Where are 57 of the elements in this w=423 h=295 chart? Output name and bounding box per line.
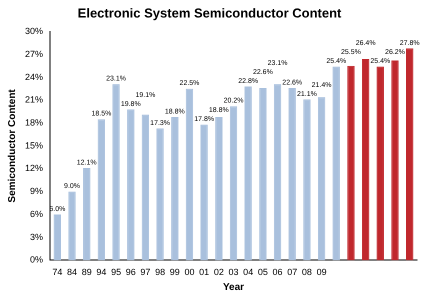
y-axis-title: Semiconductor Content (6, 88, 18, 203)
bar (54, 214, 62, 260)
x-tick-label: 00 (184, 267, 194, 278)
x-axis-title: Year (222, 282, 244, 293)
bar (215, 116, 222, 260)
bar (244, 86, 252, 260)
bar (186, 88, 194, 260)
x-tick-label: 09 (316, 267, 327, 278)
y-tick-label: 27% (25, 48, 44, 59)
x-tick-label: 94 (96, 267, 106, 278)
chart-title: Electronic System Semiconductor Content (78, 5, 342, 20)
y-tick-label: 9% (30, 186, 44, 196)
x-tick-label: 06 (272, 267, 283, 278)
bar (288, 88, 296, 260)
bar (200, 124, 208, 260)
x-tick-label: 96 (126, 267, 136, 278)
x-tick-label: 03 (228, 267, 239, 278)
x-tick-label: 74 (52, 267, 62, 278)
x-tick-label: 07 (287, 267, 298, 278)
y-tick-label: 30% (25, 26, 44, 36)
bar (362, 59, 370, 260)
x-tick-label: 98 (155, 267, 166, 278)
x-tick-label: 99 (170, 267, 180, 278)
bar (112, 84, 120, 260)
bar (406, 48, 414, 260)
x-tick-label: 08 (302, 267, 312, 278)
bar (318, 97, 326, 260)
x-tick-label: 89 (82, 267, 92, 278)
bar (391, 60, 399, 260)
y-tick-label: 12% (25, 163, 44, 174)
bar (332, 66, 340, 260)
bar (230, 106, 238, 260)
x-tick-label: 95 (111, 267, 122, 278)
bar (142, 114, 150, 260)
bar (171, 116, 178, 260)
y-tick-label: 24% (25, 72, 44, 82)
bar (259, 88, 267, 260)
bar (347, 66, 355, 260)
bar (68, 192, 76, 260)
x-tick-label: 05 (258, 267, 268, 278)
x-tick-label: 02 (214, 267, 224, 278)
y-tick-label: 21% (25, 94, 44, 105)
y-tick-label: 0% (30, 254, 44, 265)
y-tick-label: 15% (25, 140, 44, 150)
bar (83, 168, 90, 260)
x-tick-label: 84 (67, 267, 78, 278)
x-tick-label: 01 (199, 267, 210, 278)
bar (98, 119, 106, 260)
bar (156, 128, 164, 260)
x-tick-label: 97 (140, 267, 150, 278)
y-tick-label: 3% (30, 232, 44, 242)
x-tick-label: 04 (243, 267, 254, 278)
y-tick-label: 6% (30, 208, 44, 219)
y-tick-label: 18% (25, 118, 44, 128)
bar (274, 84, 282, 260)
bar (303, 99, 311, 260)
bar (376, 66, 384, 260)
